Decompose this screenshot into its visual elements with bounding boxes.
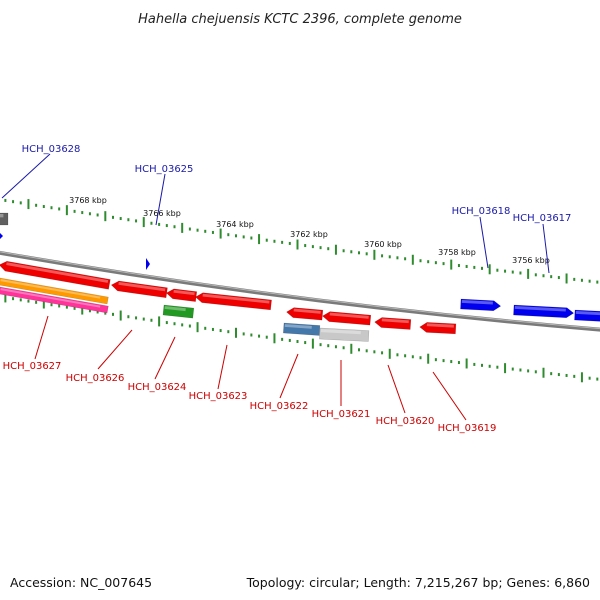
genome-backbone-highlight — [0, 251, 600, 330]
gene-label-hch-03622[interactable]: HCH_03622 — [250, 401, 309, 412]
gene-arrow-magenta[interactable] — [0, 286, 109, 314]
gene-arrow-hch-03622[interactable] — [283, 322, 321, 336]
gene-arrow-hch-03628[interactable] — [0, 212, 9, 226]
leader-line — [97, 329, 133, 370]
gene-label-hch-03624[interactable]: HCH_03624 — [128, 382, 187, 393]
leader-line — [279, 353, 299, 399]
gene-label-hch-03627[interactable]: HCH_03627 — [3, 361, 62, 372]
leader-line — [155, 173, 166, 226]
gene-label-hch-03618[interactable]: HCH_03618 — [452, 206, 511, 217]
gene-arrow-orange[interactable] — [0, 277, 109, 305]
map-title: Hahella chejuensis KCTC 2396, complete g… — [138, 12, 462, 27]
gene-arrow-hch-03620[interactable] — [374, 317, 412, 330]
kbp-label: 3768 kbp — [69, 196, 107, 205]
gene-label-hch-03620[interactable]: HCH_03620 — [376, 416, 435, 427]
gene-arrow-offscreen[interactable] — [574, 309, 600, 322]
gene-arrow-hch-03621-rev[interactable] — [322, 311, 372, 326]
leader-line — [154, 336, 176, 380]
gene-arrow-hch-03621[interactable] — [319, 327, 370, 342]
gene-arrow-hch-03624-rev[interactable] — [195, 292, 272, 311]
leader-line — [387, 364, 406, 414]
leader-line — [1, 153, 51, 199]
kbp-label: 3766 kbp — [143, 209, 181, 218]
leader-line — [479, 216, 489, 269]
gene-arrow-hch-03618[interactable] — [460, 298, 502, 311]
kbp-label: 3758 kbp — [438, 248, 476, 257]
label-leader-lines — [1, 153, 550, 421]
leader-line — [542, 223, 550, 274]
kbp-label: 3762 kbp — [290, 230, 328, 239]
kbp-label: 3764 kbp — [216, 220, 254, 229]
gene-arrow-hch-03619[interactable] — [419, 322, 457, 335]
gene-label-hch-03619[interactable]: HCH_03619 — [438, 423, 497, 434]
gene-label-hch-03617[interactable]: HCH_03617 — [513, 213, 572, 224]
gene-label-hch-03626[interactable]: HCH_03626 — [66, 373, 125, 384]
genome-backbone — [0, 250, 600, 332]
gene-label-hch-03628[interactable]: HCH_03628 — [22, 144, 81, 155]
gene-label-hch-03625[interactable]: HCH_03625 — [135, 164, 194, 175]
inner-tick-track — [4, 292, 599, 383]
gene-features — [0, 212, 600, 342]
gene-arrow-hch-03622-rev[interactable] — [286, 307, 324, 321]
gene-label-hch-03621[interactable]: HCH_03621 — [312, 409, 371, 420]
leader-line — [217, 344, 228, 390]
strand-marker — [146, 258, 150, 270]
kbp-label: 3760 kbp — [364, 240, 402, 249]
gene-arrow-hch-03624[interactable] — [162, 304, 195, 319]
gene-arrow-hch-03625-rev[interactable] — [165, 288, 198, 302]
accession-text: Accession: NC_007645 — [10, 575, 152, 590]
leader-line — [34, 315, 49, 360]
outer-kbp-tick-track — [4, 198, 599, 284]
leader-line — [432, 371, 467, 421]
gene-arrow-hch-03626[interactable] — [110, 280, 168, 298]
gene-arrow-hch-03627[interactable] — [0, 260, 111, 290]
kbp-label: 3756 kbp — [512, 256, 550, 265]
gene-label-hch-03623[interactable]: HCH_03623 — [189, 391, 248, 402]
genome-stats-text: Topology: circular; Length: 7,215,267 bp… — [246, 575, 590, 590]
kbp-label-group: 3768 kbp 3766 kbp 3764 kbp 3762 kbp 3760 kbp… — [69, 196, 550, 265]
strand-marker — [0, 233, 3, 239]
gene-arrow-hch-03617[interactable] — [513, 304, 575, 319]
